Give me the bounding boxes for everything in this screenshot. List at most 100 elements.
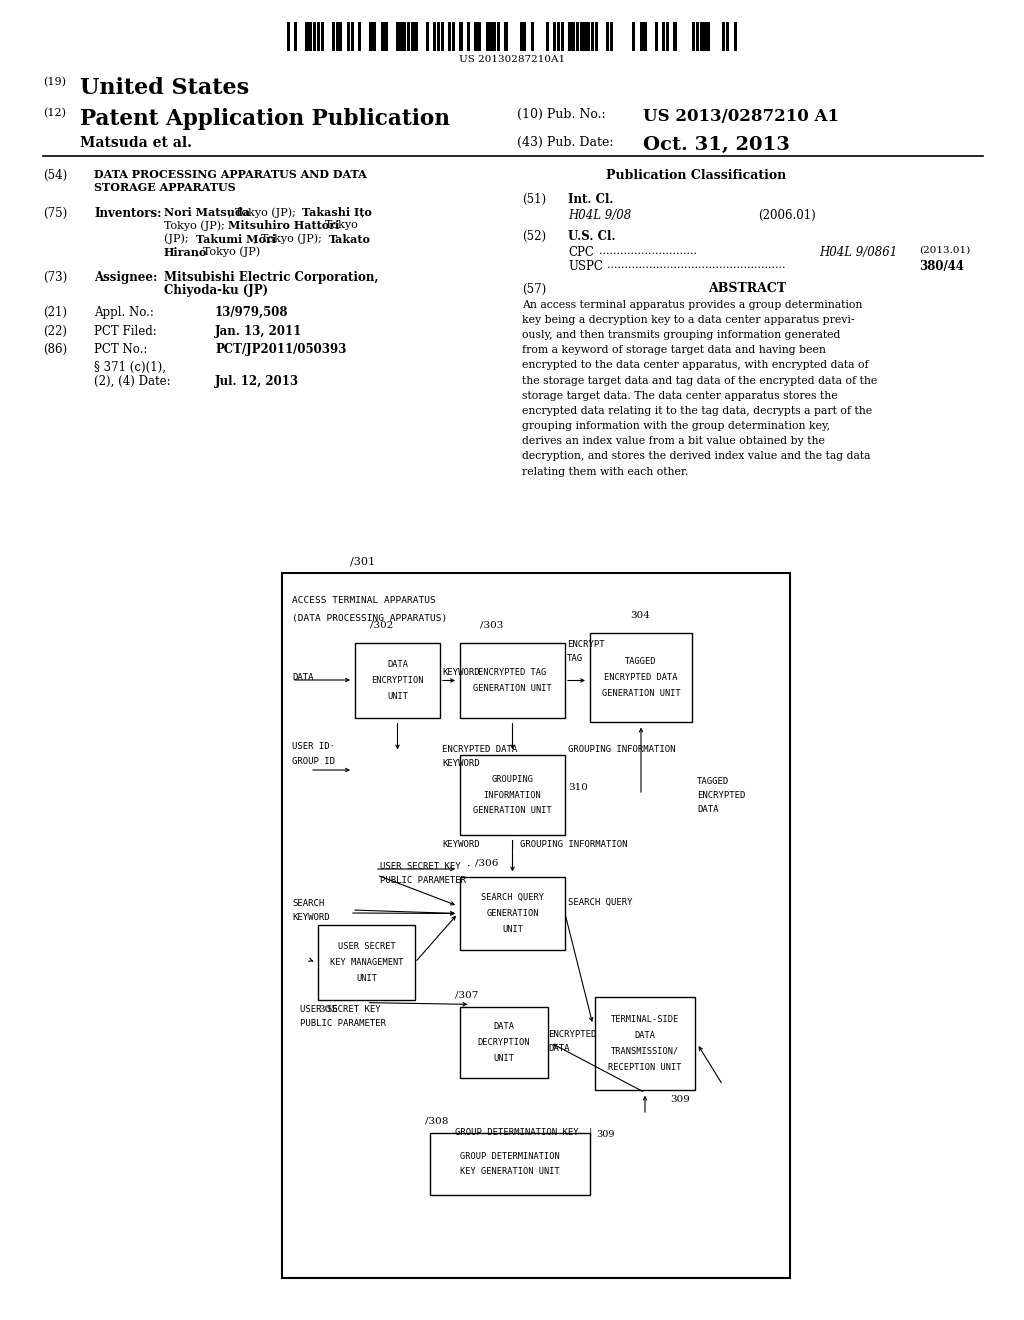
Bar	[505, 21, 508, 50]
Bar	[449, 21, 452, 50]
Bar	[640, 21, 643, 50]
Bar	[561, 21, 564, 50]
Text: PUBLIC PARAMETER: PUBLIC PARAMETER	[380, 876, 466, 884]
Text: KEY GENERATION UNIT: KEY GENERATION UNIT	[460, 1167, 560, 1176]
Text: Assignee:: Assignee:	[94, 271, 158, 284]
Text: Takato: Takato	[329, 234, 371, 244]
Text: Matsuda et al.: Matsuda et al.	[80, 136, 191, 150]
Text: /303: /303	[480, 620, 504, 630]
Bar	[722, 21, 725, 50]
Text: /301: /301	[350, 557, 375, 568]
Text: SEARCH: SEARCH	[292, 899, 325, 908]
Text: |: |	[510, 840, 515, 849]
Bar	[587, 21, 590, 50]
Text: (2013.01): (2013.01)	[920, 246, 971, 255]
Text: 310: 310	[568, 783, 588, 792]
Bar	[460, 755, 565, 836]
Text: DATA: DATA	[292, 672, 313, 681]
Text: 380/44: 380/44	[920, 260, 965, 273]
Bar	[485, 21, 488, 50]
Text: USER SECRET: USER SECRET	[338, 942, 395, 952]
Text: An access terminal apparatus provides a group determination: An access terminal apparatus provides a …	[522, 300, 862, 310]
Text: GROUPING INFORMATION: GROUPING INFORMATION	[520, 840, 628, 849]
Text: USER SECRET KEY: USER SECRET KEY	[300, 1005, 381, 1014]
Bar	[318, 925, 415, 1001]
Text: Mitsuhiro Hattori: Mitsuhiro Hattori	[227, 220, 339, 231]
Bar	[530, 21, 534, 50]
Bar	[654, 21, 657, 50]
Text: § 371 (c)(1),: § 371 (c)(1),	[94, 360, 166, 374]
Text: Chiyoda-ku (JP): Chiyoda-ku (JP)	[164, 284, 268, 297]
Bar	[407, 21, 410, 50]
Text: GROUP ID: GROUP ID	[292, 756, 335, 766]
Text: USPC: USPC	[568, 260, 603, 273]
Text: Nori Matsuda: Nori Matsuda	[164, 207, 250, 218]
Bar	[478, 21, 481, 50]
Text: , Tokyo (JP): , Tokyo (JP)	[196, 247, 260, 257]
Text: (22): (22)	[43, 325, 67, 338]
Text: (73): (73)	[43, 271, 68, 284]
Bar	[460, 21, 463, 50]
Bar	[699, 21, 702, 50]
Text: (JP);: (JP);	[164, 234, 191, 244]
Text: H04L 9/08: H04L 9/08	[568, 209, 632, 222]
Text: GENERATION UNIT: GENERATION UNIT	[602, 689, 680, 698]
Bar	[553, 21, 556, 50]
Text: derives an index value from a bit value obtained by the: derives an index value from a bit value …	[522, 436, 825, 446]
Text: UNIT: UNIT	[387, 692, 408, 701]
Text: PCT/JP2011/050393: PCT/JP2011/050393	[215, 343, 346, 356]
Text: INFORMATION: INFORMATION	[483, 791, 542, 800]
Text: ENCRYPT: ENCRYPT	[567, 640, 604, 649]
Text: United States: United States	[80, 77, 249, 99]
Text: Mitsubishi Electric Corporation,: Mitsubishi Electric Corporation,	[164, 271, 378, 284]
Bar	[595, 21, 598, 50]
Bar	[373, 21, 376, 50]
Bar	[437, 21, 440, 50]
Bar	[460, 876, 565, 950]
Bar	[415, 21, 418, 50]
Text: UNIT: UNIT	[356, 974, 377, 983]
Text: Oct. 31, 2013: Oct. 31, 2013	[643, 136, 790, 154]
Text: ENCRYPTED DATA: ENCRYPTED DATA	[442, 744, 517, 754]
Text: (10) Pub. No.:: (10) Pub. No.:	[517, 108, 606, 121]
Text: (2006.01): (2006.01)	[758, 209, 815, 222]
Bar	[309, 21, 312, 50]
Bar	[282, 573, 790, 1278]
Text: DATA: DATA	[635, 1031, 655, 1040]
Text: PUBLIC PARAMETER: PUBLIC PARAMETER	[300, 1019, 386, 1028]
Bar	[321, 21, 324, 50]
Text: USER ID·: USER ID·	[292, 742, 335, 751]
Text: ............................: ............................	[599, 246, 697, 256]
Bar	[460, 643, 565, 718]
Text: the storage target data and tag data of the encrypted data of the: the storage target data and tag data of …	[522, 375, 878, 385]
Bar	[433, 21, 436, 50]
Text: Jul. 12, 2013: Jul. 12, 2013	[215, 375, 299, 388]
Bar	[643, 21, 646, 50]
Text: KEYWORD: KEYWORD	[442, 840, 479, 849]
Text: ENCRYPTED: ENCRYPTED	[697, 791, 745, 800]
Text: 13/979,508: 13/979,508	[215, 306, 289, 319]
Text: , Tokyo (JP);: , Tokyo (JP);	[227, 207, 299, 218]
Text: Inventors:: Inventors:	[94, 207, 162, 220]
Bar	[489, 21, 493, 50]
Text: DATA: DATA	[548, 1044, 569, 1053]
Text: (21): (21)	[43, 306, 67, 319]
Bar	[546, 21, 549, 50]
Text: (51): (51)	[522, 193, 547, 206]
Bar	[632, 21, 635, 50]
Text: TERMINAL-SIDE: TERMINAL-SIDE	[611, 1015, 679, 1024]
Bar	[467, 21, 470, 50]
Text: Hirano: Hirano	[164, 247, 207, 257]
Bar	[411, 21, 414, 50]
Text: encrypted to the data center apparatus, with encrypted data of: encrypted to the data center apparatus, …	[522, 360, 869, 371]
Bar	[572, 21, 575, 50]
Bar	[726, 21, 729, 50]
Bar	[703, 21, 707, 50]
Text: encrypted data relating it to the tag data, decrypts a part of the: encrypted data relating it to the tag da…	[522, 407, 872, 416]
Text: /306: /306	[475, 859, 499, 869]
Text: from a keyword of storage target data and having been: from a keyword of storage target data an…	[522, 345, 826, 355]
Bar	[708, 21, 711, 50]
Text: DATA: DATA	[387, 660, 408, 669]
Text: UNIT: UNIT	[502, 925, 523, 933]
Text: storage target data. The data center apparatus stores the: storage target data. The data center app…	[522, 391, 838, 401]
